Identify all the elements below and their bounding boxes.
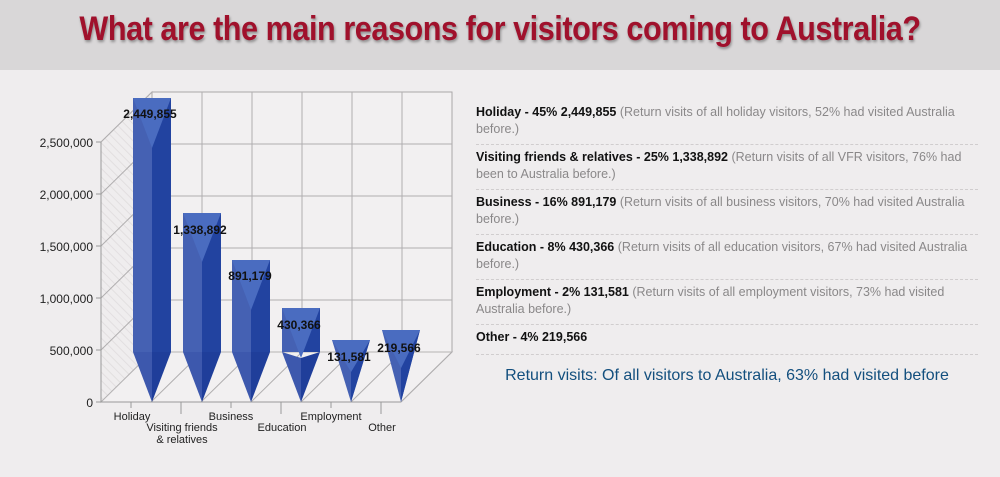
x-tick-labels: Holiday Visiting friends & relatives Bus… [114, 411, 396, 446]
bar-holiday [133, 98, 171, 402]
svg-text:Business: Business [209, 411, 254, 423]
svg-text:219,566: 219,566 [377, 341, 421, 355]
svg-text:891,179: 891,179 [228, 269, 272, 283]
svg-text:1,338,892: 1,338,892 [173, 223, 227, 237]
return-visits-summary: Return visits: Of all visitors to Austra… [505, 367, 949, 384]
page-title: What are the main reasons for visitors c… [79, 10, 921, 48]
reason-employment: Employment - 2% 131,581 (Return visits o… [476, 280, 978, 325]
reason-headline: Education - 8% 430,366 [476, 240, 615, 254]
bar-employment [332, 340, 370, 402]
bar-education [282, 308, 320, 402]
reasons-list: Holiday - 45% 2,449,855 (Return visits o… [476, 100, 978, 385]
svg-text:1,500,000: 1,500,000 [40, 240, 94, 254]
tick-marks [96, 141, 382, 414]
reason-note: (Return visits of all business visitors,… [476, 195, 965, 226]
header-banner: What are the main reasons for visitors c… [0, 0, 1000, 70]
reason-other: Other - 4% 219,566 [476, 325, 978, 355]
reason-headline: Visiting friends & relatives - 25% 1,338… [476, 150, 728, 164]
svg-text:Holiday: Holiday [114, 411, 151, 423]
reason-headline: Holiday - 45% 2,449,855 [476, 105, 617, 119]
bar-chart: 2,500,000 2,000,000 1,500,000 1,000,000 … [40, 90, 454, 446]
data-labels: 2,449,855 1,338,892 891,179 430,366 131,… [123, 107, 421, 364]
bar-visiting-friends [183, 213, 221, 402]
reason-business: Business - 16% 891,179 (Return visits of… [476, 190, 978, 235]
svg-text:2,500,000: 2,500,000 [40, 136, 94, 150]
svg-text:0: 0 [86, 396, 93, 410]
reason-education: Education - 8% 430,366 (Return visits of… [476, 235, 978, 280]
svg-text:Visiting friends: Visiting friends [146, 422, 218, 434]
reason-holiday: Holiday - 45% 2,449,855 (Return visits o… [476, 100, 978, 145]
svg-text:2,449,855: 2,449,855 [123, 107, 177, 121]
reason-headline: Employment - 2% 131,581 [476, 285, 629, 299]
bar-business [232, 260, 270, 402]
reason-note: (Return visits of all education visitors… [476, 240, 968, 271]
reason-headline: Other - 4% 219,566 [476, 330, 588, 344]
bar-other [382, 330, 420, 402]
svg-text:1,000,000: 1,000,000 [40, 292, 94, 306]
svg-text:Employment: Employment [300, 411, 361, 423]
svg-text:131,581: 131,581 [327, 350, 371, 364]
reason-note: (Return visits of all VFR visitors, 76% … [476, 150, 962, 181]
reason-note: (Return visits of all employment visitor… [476, 285, 945, 316]
reason-note: (Return visits of all holiday visitors, … [476, 105, 955, 136]
svg-text:2,000,000: 2,000,000 [40, 188, 94, 202]
reason-headline: Business - 16% 891,179 [476, 195, 617, 209]
y-tick-labels: 2,500,000 2,000,000 1,500,000 1,000,000 … [40, 136, 94, 410]
svg-text:Education: Education [258, 422, 307, 434]
reason-visiting-friends: Visiting friends & relatives - 25% 1,338… [476, 145, 978, 190]
svg-text:500,000: 500,000 [50, 344, 94, 358]
svg-text:& relatives: & relatives [156, 434, 208, 446]
svg-text:Other: Other [368, 422, 396, 434]
svg-text:430,366: 430,366 [277, 318, 321, 332]
